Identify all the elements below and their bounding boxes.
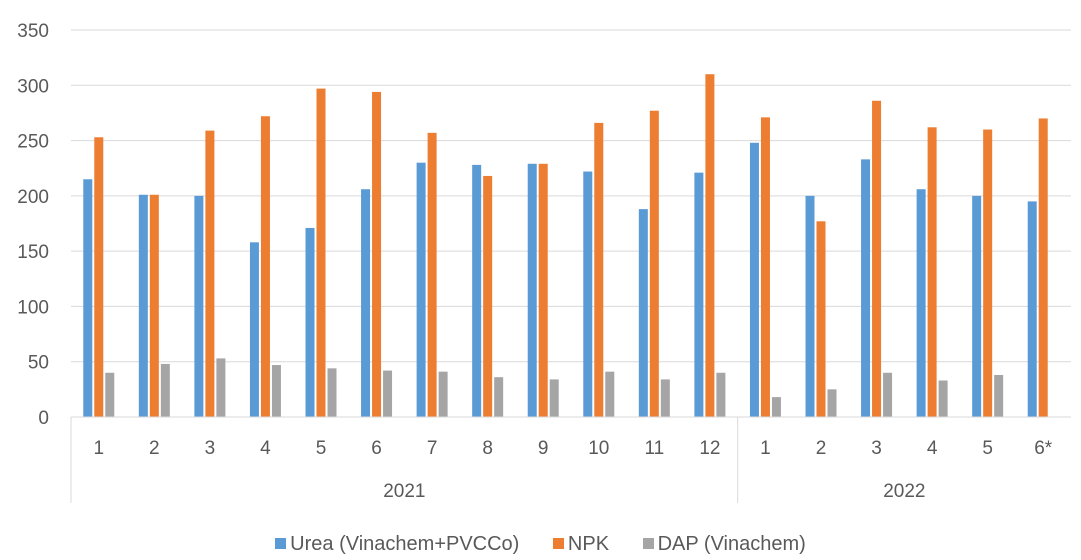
x-tick-label: 4: [260, 438, 271, 459]
bar: [549, 379, 559, 417]
bar: [138, 194, 148, 417]
x-tick-label: 6: [371, 438, 382, 459]
legend-label-dap: DAP (Vinachem): [657, 533, 806, 555]
bar: [1038, 118, 1048, 417]
bar: [194, 195, 204, 417]
legend-label-npk: NPK: [567, 533, 610, 555]
bar: [94, 137, 104, 418]
bar: [771, 397, 781, 417]
bar: [883, 372, 893, 417]
y-tick-label: 250: [17, 132, 49, 153]
legend-item-urea: Urea (Vinachem+PVCCo): [275, 533, 519, 556]
bar: [816, 221, 826, 417]
bar: [160, 363, 170, 417]
y-tick-label: 300: [17, 76, 49, 97]
bar: [249, 242, 259, 417]
x-group-label: 2022: [883, 481, 925, 502]
x-tick-label: 11: [644, 438, 664, 459]
x-tick-label: 4: [927, 438, 938, 459]
bar: [149, 194, 159, 417]
legend-label-urea: Urea (Vinachem+PVCCo): [290, 533, 520, 555]
bar: [271, 365, 281, 417]
x-tick-label: 12: [699, 438, 720, 459]
bar: [483, 175, 493, 417]
x-tick-label: 7: [427, 438, 438, 459]
gridlines: [71, 29, 1071, 363]
x-group-label: 2021: [383, 481, 425, 502]
bar: [472, 164, 482, 417]
x-tick-label: 2: [149, 438, 160, 459]
y-tick-label: 50: [28, 353, 49, 374]
x-tick-label: 1: [760, 438, 771, 459]
y-tick-label: 150: [17, 242, 49, 263]
legend-swatch-urea: [275, 538, 287, 549]
bar: [105, 372, 115, 417]
x-tick-label: 9: [538, 438, 549, 459]
bar: [827, 389, 837, 417]
x-tick-label: 10: [588, 438, 609, 459]
x-tick-label: 5: [982, 438, 993, 459]
bar: [538, 163, 548, 417]
bar: [427, 132, 437, 417]
bar: [916, 189, 926, 417]
y-tick-label: 0: [38, 408, 49, 429]
bar: [716, 372, 726, 417]
y-tick-label: 100: [17, 297, 49, 318]
bar: [872, 100, 882, 417]
x-axis: 1 2 3 4 5 6 7 8 9 10 11 12 1 2 3 4 5 6*2021 2022: [70, 416, 1071, 503]
bar: [327, 368, 337, 417]
bar: [594, 122, 604, 417]
bar: [83, 179, 93, 417]
x-tick-label: 1: [93, 438, 104, 459]
bar: [305, 227, 315, 417]
bar: [994, 374, 1004, 417]
bar: [416, 162, 426, 417]
bar: [605, 371, 615, 417]
x-tick-label: 6*: [1034, 438, 1053, 459]
bar: [494, 377, 504, 417]
bar: [927, 127, 937, 417]
bar: [1027, 201, 1037, 417]
x-tick-label: 3: [871, 438, 882, 459]
bar: [649, 110, 659, 418]
legend-item-npk: NPK: [552, 533, 610, 556]
bar: [583, 171, 593, 417]
bar: [938, 380, 948, 417]
x-tick-label: 3: [205, 438, 216, 459]
x-tick-label: 2: [816, 438, 827, 459]
bars: [83, 74, 1048, 418]
bar: [216, 358, 226, 417]
bar: [438, 371, 448, 417]
bar: [383, 370, 393, 417]
bar: [705, 74, 715, 417]
legend: Urea (Vinachem+PVCCo) NPK DAP (Vinachem): [0, 533, 1081, 556]
bar: [660, 379, 670, 417]
y-axis-ticks: 0 50 100 150 200 250 300 350: [17, 21, 49, 429]
bar: [749, 142, 759, 418]
legend-swatch-dap: [642, 538, 654, 549]
y-tick-label: 350: [17, 21, 49, 42]
x-tick-label: 8: [482, 438, 493, 459]
x-tick-label: 5: [316, 438, 327, 459]
bar: [372, 91, 382, 418]
bar: [638, 209, 648, 417]
bar: [205, 130, 215, 417]
bar: [983, 129, 993, 417]
bar: [527, 163, 537, 417]
bar: [760, 117, 770, 417]
bar: [361, 189, 371, 417]
bar: [805, 195, 815, 417]
bar: [260, 116, 270, 417]
bar: [861, 159, 871, 417]
bar: [972, 195, 982, 417]
y-tick-label: 200: [17, 187, 49, 208]
bar: [694, 172, 704, 417]
legend-item-dap: DAP (Vinachem): [642, 533, 806, 556]
legend-swatch-npk: [552, 538, 564, 549]
bar: [316, 88, 326, 418]
